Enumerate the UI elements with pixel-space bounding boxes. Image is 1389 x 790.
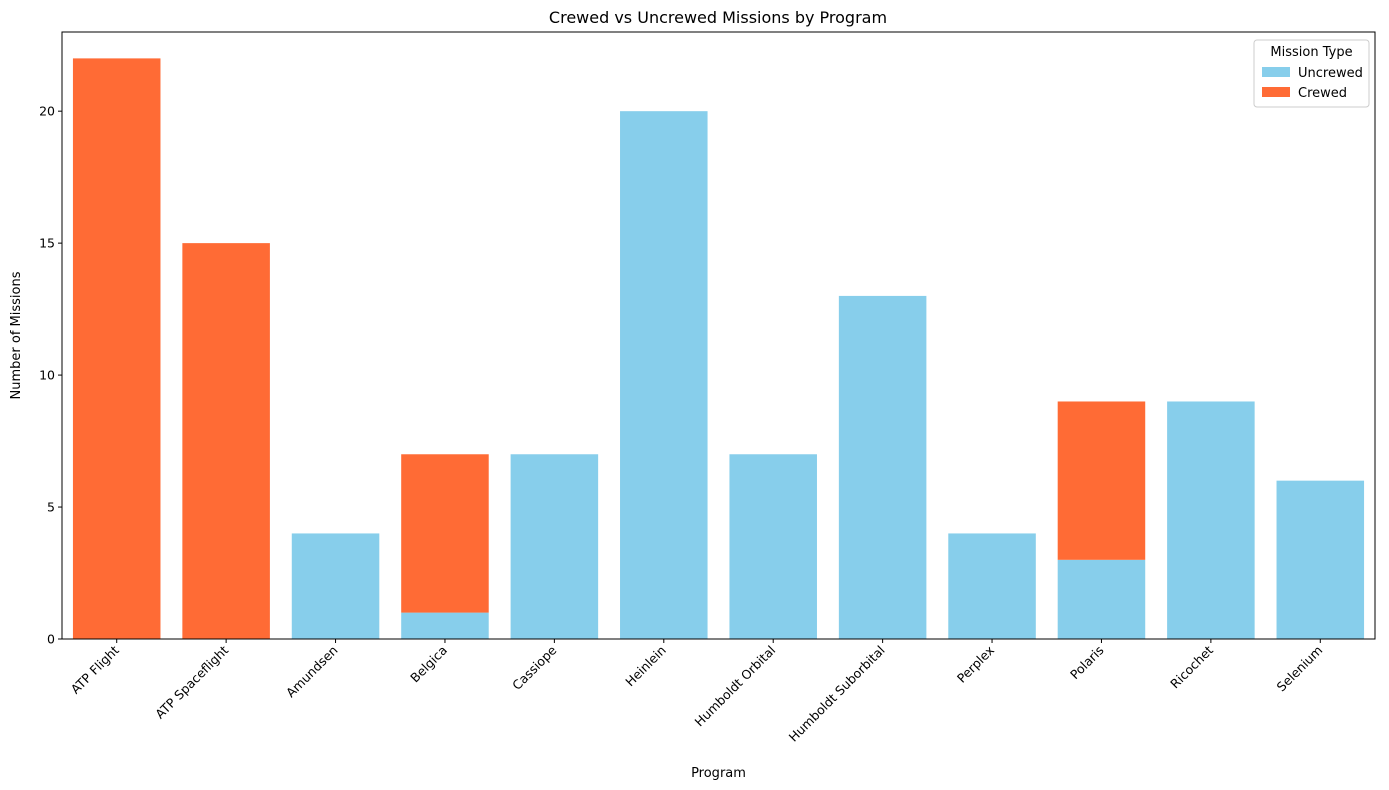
bar-uncrewed-amundsen xyxy=(291,533,380,639)
x-tick-label: Humboldt Orbital xyxy=(691,643,778,730)
bar-crewed-atp-flight xyxy=(72,58,161,640)
bar-uncrewed-humboldt-suborbital xyxy=(838,295,927,639)
bars-layer xyxy=(72,58,1365,640)
x-tick-label: ATP Flight xyxy=(68,642,122,696)
bar-crewed-polaris xyxy=(1057,401,1146,560)
x-tick-label: Heinlein xyxy=(622,643,669,690)
bar-uncrewed-selenium xyxy=(1276,480,1365,639)
bar-crewed-atp-spaceflight xyxy=(182,243,270,639)
x-tick-label: ATP Spaceflight xyxy=(152,642,231,721)
legend-label-crewed: Crewed xyxy=(1298,86,1347,101)
bar-uncrewed-polaris xyxy=(1057,559,1146,639)
bar-uncrewed-heinlein xyxy=(620,111,708,640)
bar-crewed-belgica xyxy=(401,454,489,613)
legend-label-uncrewed: Uncrewed xyxy=(1298,66,1363,81)
y-axis: 0 5 10 15 20 xyxy=(39,104,62,647)
bar-uncrewed-belgica xyxy=(401,612,489,639)
x-axis: ATP Flight ATP Spaceflight Amundsen Belgica… xyxy=(68,639,1326,745)
x-tick-label: Polaris xyxy=(1067,643,1107,683)
bar-uncrewed-perplex xyxy=(948,533,1036,639)
legend-title: Mission Type xyxy=(1270,45,1352,60)
x-tick-label: Amundsen xyxy=(283,643,341,701)
x-tick-label: Cassiope xyxy=(509,642,560,693)
y-tick-label: 5 xyxy=(47,500,55,515)
y-tick-label: 10 xyxy=(39,368,55,383)
bar-uncrewed-humboldt-orbital xyxy=(729,454,817,639)
x-tick-label: Humboldt Suborbital xyxy=(786,643,888,745)
y-tick-label: 20 xyxy=(39,104,55,119)
x-tick-label: Ricochet xyxy=(1167,642,1216,691)
plot-frame xyxy=(61,31,1376,640)
y-tick-label: 0 xyxy=(47,632,55,647)
legend-swatch-crewed xyxy=(1262,87,1290,97)
chart-title: Crewed vs Uncrewed Missions by Program xyxy=(549,8,887,27)
bar-uncrewed-ricochet xyxy=(1167,401,1255,639)
x-axis-label: Program xyxy=(691,766,746,781)
x-tick-label: Belgica xyxy=(407,643,450,686)
legend: Mission Type Uncrewed Crewed xyxy=(1253,39,1370,108)
x-tick-label: Perplex xyxy=(954,643,997,686)
legend-swatch-uncrewed xyxy=(1262,67,1290,77)
x-tick-label: Selenium xyxy=(1274,643,1326,695)
y-axis-label: Number of Missions xyxy=(9,271,24,399)
bar-uncrewed-cassiope xyxy=(510,454,599,639)
y-tick-label: 15 xyxy=(39,236,55,251)
